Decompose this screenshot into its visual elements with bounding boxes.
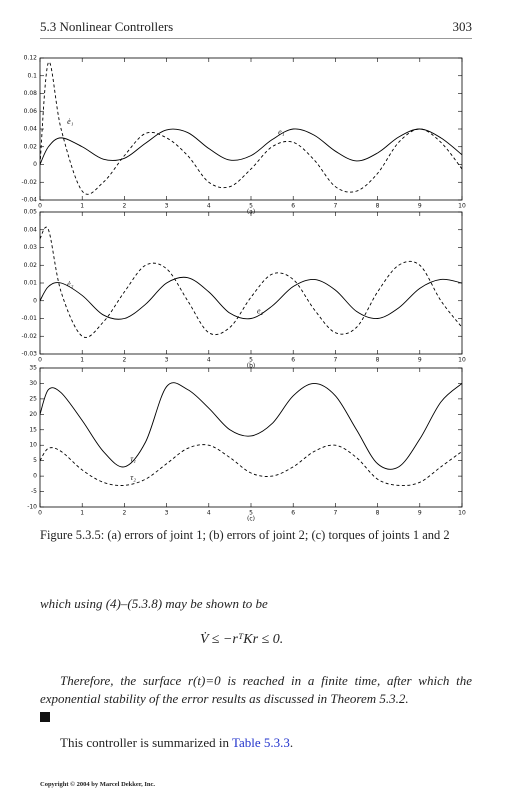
x-tick-label: 7 <box>333 203 337 210</box>
x-tick-label: 2 <box>122 203 126 210</box>
figure: -0.04 -0.02 0 0.02 0.04 0.06 0.08 0.1 0.12 0 1 2 3 4 5… <box>21 55 466 523</box>
line-series <box>40 128 462 165</box>
y-tick-label: 0.01 <box>24 280 38 287</box>
y-tick-label: -5 <box>31 488 37 495</box>
y-tick-label: 0.04 <box>24 226 38 233</box>
x-tick-label: 3 <box>165 357 169 364</box>
x-tick-label: 3 <box>165 203 169 210</box>
summary: This controller is summarized in Table 5… <box>60 735 293 751</box>
y-tick-label: 0 <box>33 297 37 304</box>
end-mark <box>40 712 50 722</box>
line-series <box>40 276 462 320</box>
x-tick-label: 1 <box>80 203 84 210</box>
equation: V̇ ≤ −rᵀKr ≤ 0. <box>200 632 284 647</box>
y-tick-label: 25 <box>29 395 37 402</box>
y-tick-label: 20 <box>29 411 37 418</box>
y-tick-label: 0.1 <box>27 72 37 79</box>
x-tick-label: 10 <box>458 357 466 364</box>
y-tick-label: 0.02 <box>24 262 38 269</box>
x-tick-label: 7 <box>333 510 337 517</box>
x-tick-label: 0 <box>38 203 42 210</box>
line-series <box>40 444 462 486</box>
section-title: 5.3 Nonlinear Controllers <box>40 19 174 34</box>
x-tick-label: 10 <box>458 510 466 517</box>
x-axis-label: (c) <box>247 516 255 523</box>
x-tick-label: 0 <box>38 510 42 517</box>
y-tick-label: 0.04 <box>24 126 38 133</box>
x-tick-label: 1 <box>80 510 84 517</box>
copyright: Copyright © 2004 by Marcel Dekker, Inc. <box>40 781 155 788</box>
series-label: τ₂ <box>130 473 136 482</box>
y-tick-label: 0.06 <box>24 108 38 115</box>
y-tick-label: 0.08 <box>24 90 38 97</box>
y-tick-label: 35 <box>29 365 37 372</box>
x-tick-label: 2 <box>122 357 126 364</box>
x-tick-label: 5 <box>249 510 253 517</box>
x-axis-label: (b) <box>247 363 256 370</box>
x-tick-label: 5 <box>249 203 253 210</box>
x-tick-label: 6 <box>291 203 295 210</box>
y-tick-label: -0.03 <box>21 351 37 358</box>
y-tick-label: -0.02 <box>21 179 37 186</box>
y-tick-label: 10 <box>29 442 37 449</box>
y-tick-label: -0.04 <box>21 197 37 204</box>
x-tick-label: 9 <box>418 357 422 364</box>
x-tick-label: 9 <box>418 510 422 517</box>
y-tick-label: 0.02 <box>24 143 38 150</box>
x-tick-label: 6 <box>291 357 295 364</box>
paragraph: Therefore, the surface r(t)=0 is reached… <box>40 673 472 706</box>
y-tick-label: -10 <box>27 504 37 511</box>
header-rule <box>40 38 472 39</box>
series-label: e₁ <box>278 127 285 136</box>
series-label: e₂ <box>257 306 264 315</box>
y-tick-label: 5 <box>33 457 37 464</box>
x-tick-label: 6 <box>291 510 295 517</box>
y-tick-label: -0.01 <box>21 315 37 322</box>
x-tick-label: 3 <box>165 510 169 517</box>
plot-frame <box>39 211 463 355</box>
x-tick-label: 1 <box>80 357 84 364</box>
x-tick-label: 7 <box>333 357 337 364</box>
plot-frame <box>39 367 463 508</box>
page-number: 303 <box>452 19 473 34</box>
line-series <box>40 61 462 195</box>
lead-text: which using (4)–(5.3.8) may be shown to … <box>40 596 268 611</box>
y-tick-label: 0.05 <box>24 209 38 216</box>
x-tick-label: 4 <box>207 357 211 364</box>
x-tick-label: 9 <box>418 203 422 210</box>
y-tick-label: 0 <box>33 473 37 480</box>
series-label: ė₂ <box>67 280 74 289</box>
plot-frame <box>39 57 463 201</box>
y-tick-label: -0.02 <box>21 333 37 340</box>
x-tick-label: 10 <box>458 203 466 210</box>
series-label: ė₁ <box>67 117 74 126</box>
figure-caption: Figure 5.3.5: (a) errors of joint 1; (b)… <box>40 528 450 542</box>
x-tick-label: 4 <box>207 203 211 210</box>
series-label: τ₁ <box>130 455 136 464</box>
summary-text: This controller is summarized in <box>60 735 232 750</box>
summary-text: . <box>289 735 294 750</box>
x-tick-label: 0 <box>38 357 42 364</box>
y-tick-label: 0 <box>33 161 37 168</box>
x-tick-label: 4 <box>207 510 211 517</box>
x-tick-label: 2 <box>122 510 126 517</box>
x-tick-label: 8 <box>376 357 380 364</box>
y-tick-label: 30 <box>29 380 37 387</box>
y-tick-label: 0.12 <box>24 55 38 62</box>
x-tick-label: 8 <box>376 203 380 210</box>
line-series <box>40 382 462 470</box>
line-series <box>40 226 462 338</box>
x-tick-label: 5 <box>249 357 253 364</box>
x-tick-label: 8 <box>376 510 380 517</box>
table-link[interactable]: Table 5.3.3 <box>231 735 290 750</box>
y-tick-label: 0.03 <box>24 244 38 251</box>
y-tick-label: 15 <box>29 426 37 433</box>
